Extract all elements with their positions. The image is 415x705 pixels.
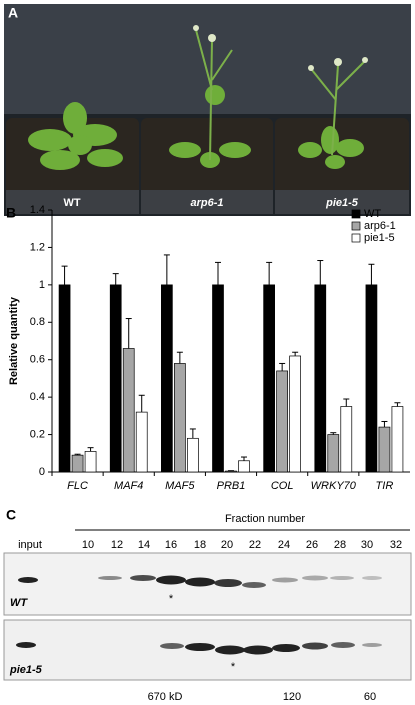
bar xyxy=(58,284,71,473)
bar xyxy=(378,426,391,473)
x-tick-label: COL xyxy=(271,480,294,492)
size-marker: 120 xyxy=(283,691,301,703)
fraction-label: 30 xyxy=(361,539,373,551)
photo-label: arp6-1 xyxy=(190,197,223,209)
panel-label: C xyxy=(6,507,16,523)
y-tick-label: 0.4 xyxy=(30,391,45,403)
bar xyxy=(84,451,97,473)
fraction-label: 16 xyxy=(165,539,177,551)
legend-label: WT xyxy=(364,208,381,220)
x-tick-label: MAF4 xyxy=(114,480,143,492)
y-axis-label: Relative quantity xyxy=(8,296,20,385)
legend-swatch xyxy=(351,221,361,231)
legend-label: arp6-1 xyxy=(364,220,396,232)
bar xyxy=(174,363,186,473)
input-label: input xyxy=(18,539,42,551)
bar xyxy=(225,470,237,473)
bar xyxy=(391,406,404,473)
bar xyxy=(327,434,340,473)
blot-header: Fraction number xyxy=(225,513,305,525)
blot xyxy=(3,529,412,681)
bar xyxy=(109,284,122,473)
fraction-label: 32 xyxy=(390,539,402,551)
x-tick-label: WRKY70 xyxy=(311,480,357,492)
blot-row-label: pie1-5 xyxy=(9,664,43,676)
bar xyxy=(314,284,327,473)
fraction-label: 12 xyxy=(111,539,123,551)
bar xyxy=(212,284,224,473)
size-marker: 670 kD xyxy=(148,691,183,703)
y-tick-label: 0.8 xyxy=(30,316,45,328)
x-tick-label: MAF5 xyxy=(165,480,195,492)
fraction-label: 22 xyxy=(249,539,261,551)
y-tick-label: 1.2 xyxy=(30,241,45,253)
x-tick-label: TIR xyxy=(376,480,394,492)
fraction-label: 20 xyxy=(221,539,233,551)
legend-label: pie1-5 xyxy=(364,232,395,244)
panel-label: B xyxy=(6,205,16,221)
bar xyxy=(135,411,148,473)
bar xyxy=(276,370,288,473)
fraction-label: 24 xyxy=(278,539,290,551)
blot-row-label: WT xyxy=(10,597,28,609)
bar xyxy=(289,355,301,473)
bar xyxy=(122,348,135,473)
bar xyxy=(263,284,275,473)
legend-swatch xyxy=(351,209,361,219)
fraction-label: 28 xyxy=(334,539,346,551)
panel-label: A xyxy=(8,5,18,21)
photo xyxy=(4,4,411,216)
photo-label: pie1-5 xyxy=(325,197,359,209)
y-tick-label: 0 xyxy=(39,466,45,478)
fraction-label: 14 xyxy=(138,539,150,551)
fraction-label: 18 xyxy=(194,539,206,551)
y-tick-label: 1.4 xyxy=(30,204,45,216)
x-tick-label: FLC xyxy=(67,480,88,492)
fraction-label: 26 xyxy=(306,539,318,551)
fraction-label: 10 xyxy=(82,539,94,551)
bar xyxy=(238,460,250,473)
y-tick-label: 1 xyxy=(39,279,45,291)
bar xyxy=(365,284,378,473)
asterisk: * xyxy=(231,661,236,673)
bar xyxy=(161,284,173,473)
photo-label: WT xyxy=(63,197,80,209)
bar xyxy=(187,437,199,473)
x-tick-label: PRB1 xyxy=(217,480,246,492)
size-marker: 60 xyxy=(364,691,376,703)
asterisk: * xyxy=(169,593,174,605)
bar xyxy=(340,406,353,473)
y-tick-label: 0.6 xyxy=(30,354,45,366)
legend-swatch xyxy=(351,233,361,243)
y-tick-label: 0.2 xyxy=(30,428,45,440)
bar xyxy=(71,454,84,473)
